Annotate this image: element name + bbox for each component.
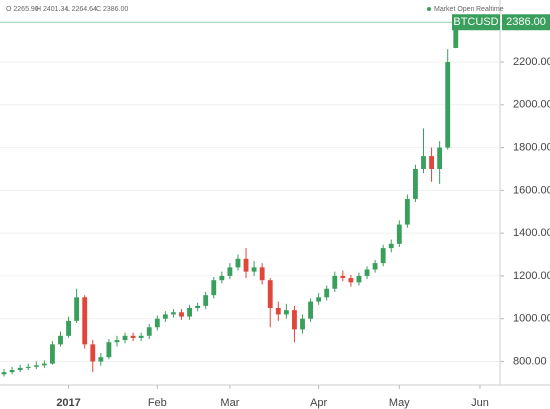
candle-body: [243, 258, 249, 272]
candle-body: [388, 243, 394, 249]
y-tick-label: 1000.00: [513, 313, 550, 325]
x-tick-label: Jun: [471, 397, 489, 409]
candle-body: [348, 278, 354, 283]
x-tick-label: Feb: [148, 397, 167, 409]
candle-body: [396, 224, 402, 244]
candle-body: [162, 314, 168, 319]
symbol-box: [452, 14, 500, 31]
y-tick-label: 2000.00: [513, 99, 550, 111]
candle-body: [380, 248, 386, 264]
status: Realtime: [476, 6, 504, 13]
candle-body: [1, 372, 7, 375]
y-tick-label: 2200.00: [513, 56, 550, 68]
candle-body: [146, 327, 152, 336]
candle-body: [227, 267, 233, 276]
candle-body: [17, 367, 23, 371]
candle-body: [82, 297, 88, 345]
candle-body: [154, 318, 160, 328]
y-tick-label: 1600.00: [513, 184, 550, 196]
x-tick-label: Apr: [310, 397, 327, 409]
header-field: C 2386.00: [96, 6, 128, 13]
y-tick-label: 1200.00: [513, 270, 550, 282]
candle-body: [66, 320, 71, 336]
candle-body: [292, 310, 297, 330]
candle-body: [259, 267, 265, 281]
candle-body: [9, 370, 15, 373]
candle-body: [50, 344, 55, 364]
x-tick-label: Mar: [220, 397, 239, 409]
candle-body: [283, 310, 289, 315]
header-field: O 2265.90: [6, 6, 39, 13]
candle-body: [437, 147, 443, 169]
candle-body: [171, 312, 176, 315]
candle-body: [251, 267, 257, 272]
candle-body: [106, 342, 112, 358]
candle-body: [356, 275, 362, 283]
x-tick-label: 2017: [56, 397, 80, 409]
status-dot: [427, 7, 431, 11]
y-tick-label: 1400.00: [513, 227, 550, 239]
candle-body: [316, 297, 322, 302]
last-price-label: 2386.00: [506, 16, 546, 28]
candle-body: [203, 295, 209, 306]
candle-body: [275, 308, 281, 315]
status: Market Open: [434, 6, 475, 13]
candle-body: [413, 168, 418, 199]
candle-body: [130, 335, 136, 338]
candle-body: [114, 340, 120, 343]
candle-body: [179, 312, 184, 317]
candle-body: [25, 366, 31, 368]
candle-body: [90, 344, 96, 362]
candle-body: [187, 308, 192, 317]
candle-body: [219, 275, 225, 281]
candle-body: [300, 318, 305, 330]
y-tick-label: 800.00: [513, 355, 547, 367]
candle-body: [58, 335, 63, 345]
y-tick-label: 1800.00: [513, 141, 550, 153]
candle-body: [74, 297, 80, 321]
candle-body: [453, 22, 459, 48]
candle-body: [122, 335, 128, 341]
candle-body: [211, 280, 217, 296]
candle-body: [340, 275, 346, 279]
candle-body: [429, 156, 434, 169]
candle-body: [364, 269, 370, 276]
symbol-label: BTCUSD: [453, 16, 498, 28]
candle-body: [235, 258, 241, 268]
header-field: L 2264.64: [66, 6, 97, 13]
last-price-box: [502, 14, 550, 31]
candle-body: [445, 62, 451, 148]
candle-body: [138, 335, 144, 338]
candle-body: [41, 363, 47, 366]
candle-body: [332, 275, 338, 289]
candle-body: [308, 301, 313, 319]
candle-body: [324, 288, 330, 298]
candle-body: [404, 198, 410, 225]
x-tick-label: May: [389, 397, 410, 409]
candle-body: [372, 263, 378, 270]
candle-body: [33, 365, 39, 367]
header-field: H 2401.34: [36, 6, 68, 13]
candle-body: [195, 305, 201, 308]
candle-body: [98, 357, 104, 362]
candle-body: [421, 156, 426, 169]
candle-body: [267, 280, 273, 308]
